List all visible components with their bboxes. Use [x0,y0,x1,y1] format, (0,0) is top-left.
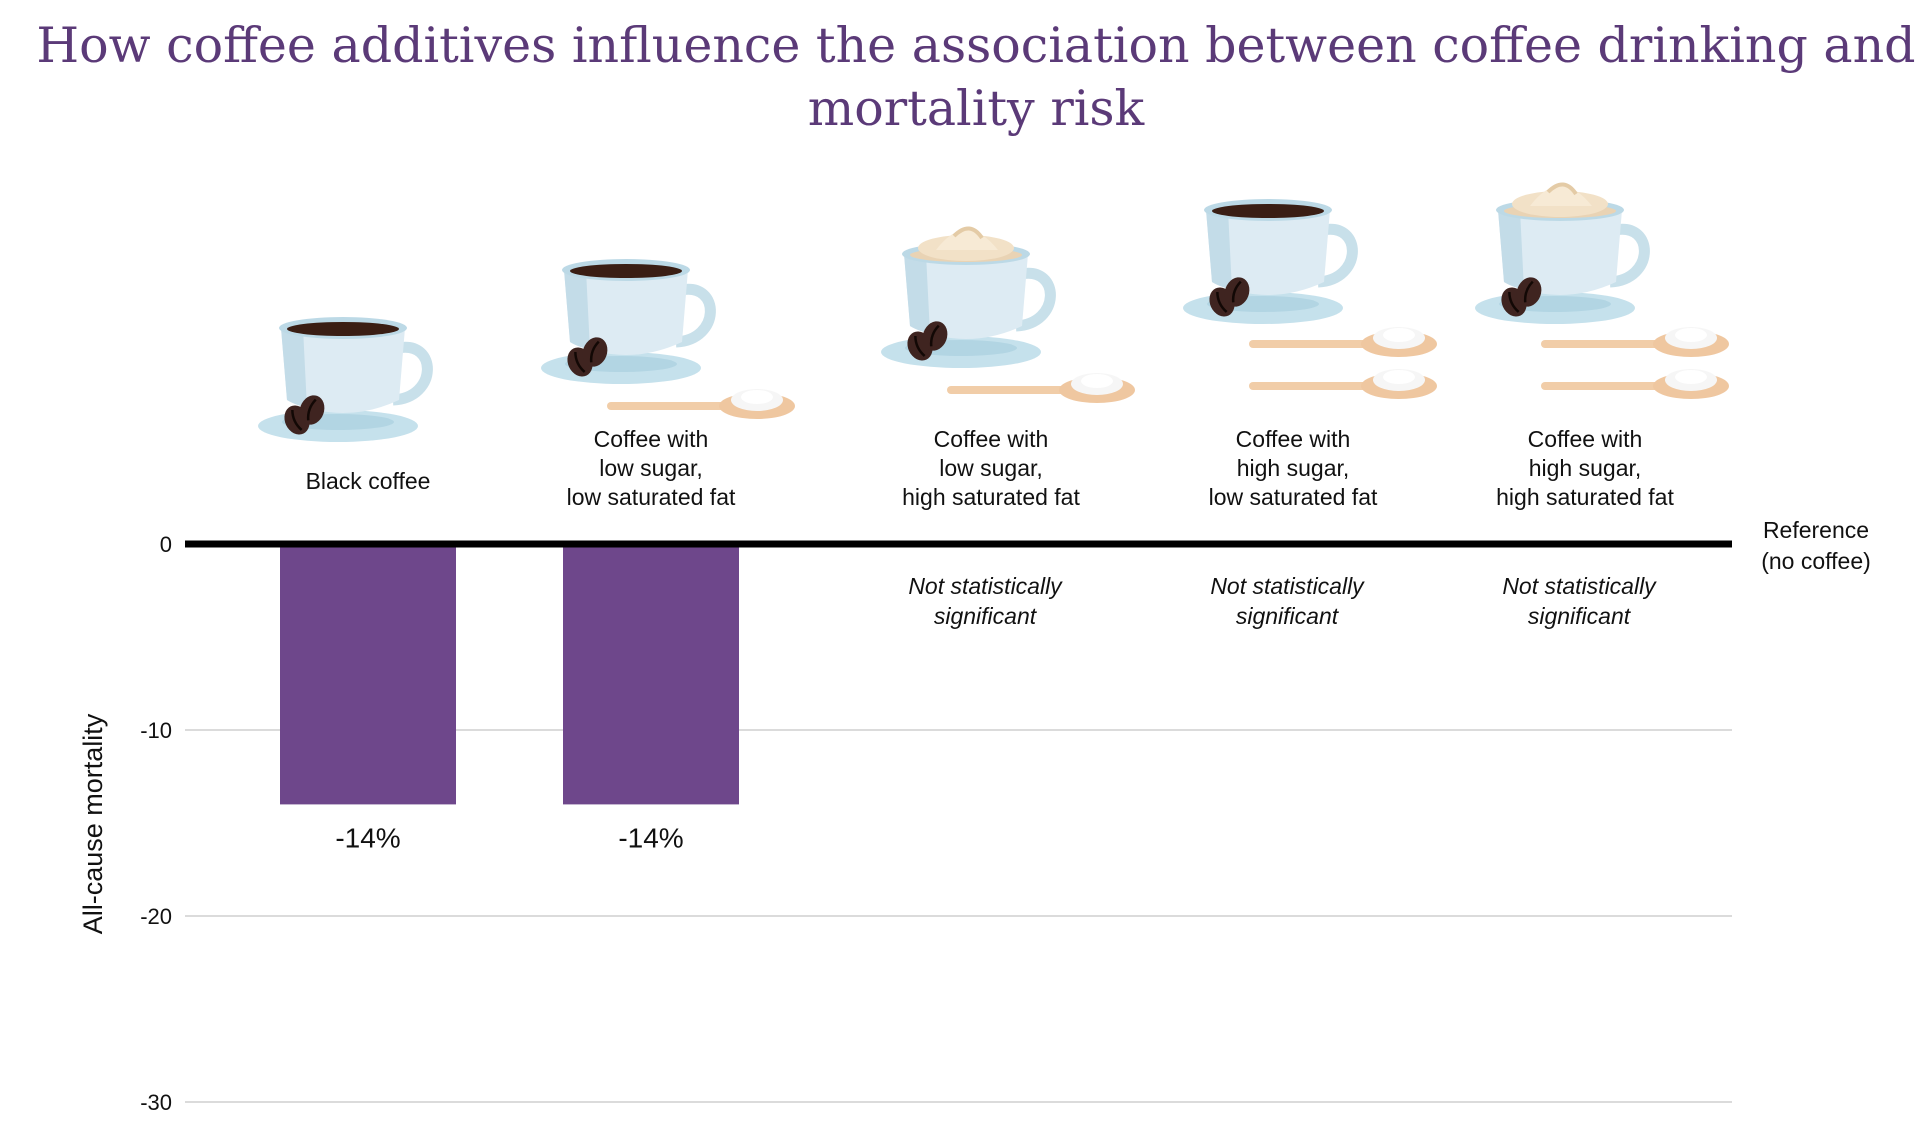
y-tick-label: 0 [160,532,172,557]
bar [563,544,739,805]
bar [280,544,456,805]
coffee-with-cream-icon [1475,182,1729,399]
y-tick-label: -20 [140,904,172,929]
category-label: high saturated fat [1496,484,1674,510]
coffee-cup-icon [1183,199,1437,399]
not-significant-note: Not statistically [1502,573,1657,599]
bar-value-label: -14% [335,822,400,853]
category-label: Black coffee [306,468,431,494]
coffee-cup-icon [258,317,433,442]
y-axis-label: All-cause mortality [78,713,108,934]
chart-title-line-1: How coffee additives influence the assoc… [36,17,1915,74]
reference-label-line-2: (no coffee) [1761,548,1871,574]
chart-title: How coffee additives influence the assoc… [36,17,1915,137]
coffee-beans-icon [1501,277,1542,317]
not-significant-note: significant [934,603,1038,629]
sugar-spoon-icon [1541,327,1729,357]
not-significant-note: significant [1528,603,1632,629]
coffee-beans-icon [1209,277,1250,317]
coffee-illustrations [258,182,1729,442]
category-label: high sugar, [1237,455,1350,481]
coffee-beans-icon [567,337,608,377]
y-axis-ticks: 0 -10 -20 -30 [140,532,172,1115]
y-tick-label: -10 [140,718,172,743]
sugar-spoon-icon [947,373,1135,403]
category-label: Coffee with [1528,426,1643,452]
category-label: Coffee with [934,426,1049,452]
y-tick-label: -30 [140,1090,172,1115]
sugar-spoon-icon [607,389,795,419]
category-labels: Black coffee Coffee with low sugar, low sat… [306,426,1675,510]
reference-label-line-1: Reference [1763,517,1869,543]
coffee-beans-icon [907,321,948,361]
category-label: low sugar, [939,455,1043,481]
coffee-beans-icon [284,395,325,435]
category-label: Coffee with [1236,426,1351,452]
sugar-spoon-icon [1249,327,1437,357]
bar-value-label: -14% [618,822,683,853]
coffee-with-cream-icon [881,226,1135,403]
sugar-spoon-icon [1541,369,1729,399]
reference-label: Reference (no coffee) [1761,517,1871,574]
not-significant-note: significant [1236,603,1340,629]
category-label: high sugar, [1529,455,1642,481]
category-label: low saturated fat [567,484,736,510]
bars: -14% -14% Not statistically significant Not … [280,544,1657,853]
category-label: low saturated fat [1209,484,1378,510]
category-label: high saturated fat [902,484,1080,510]
coffee-cup-icon [541,259,795,419]
sugar-spoon-icon [1249,369,1437,399]
not-significant-note: Not statistically [908,573,1063,599]
not-significant-note: Not statistically [1210,573,1365,599]
chart-title-line-2: mortality risk [808,80,1146,137]
category-label: Coffee with [594,426,709,452]
category-label: low sugar, [599,455,703,481]
